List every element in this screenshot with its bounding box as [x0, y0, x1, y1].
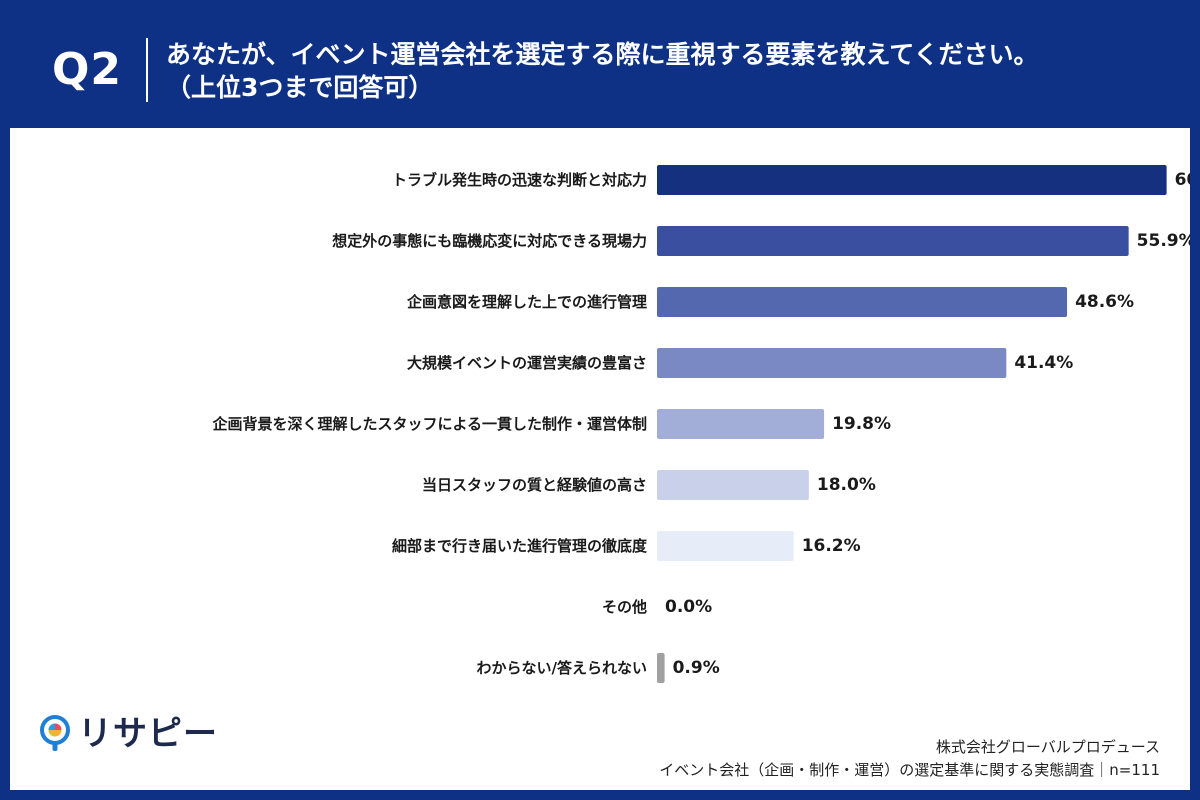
category-label: わからない/答えられない [477, 659, 647, 677]
question-line-1: あなたが、イベント運営会社を選定する際に重視する要素を教えてください。 [166, 40, 1039, 69]
bar [657, 348, 1007, 378]
bar-chart: トラブル発生時の迅速な判断と対応力 60.4% 想定外の事態にも臨機応変に対応できる… [211, 165, 1190, 683]
question-text: あなたが、イベント運営会社を選定する際に重視する要素を教えてください。 （上位3… [166, 38, 1039, 104]
header: Q2 あなたが、イベント運営会社を選定する際に重視する要素を教えてください。 （… [0, 0, 1200, 128]
bar [657, 653, 665, 683]
lightbulb-logo-icon [40, 715, 70, 751]
footer-company: 株式会社グローバルプロデュース [935, 738, 1160, 756]
category-label: 細部まで行き届いた進行管理の徹底度 [392, 537, 648, 555]
value-label: 41.4% [1014, 353, 1073, 373]
footer-survey: イベント会社（企画・制作・運営）の選定基準に関する実態調査｜n=111 [659, 761, 1160, 779]
value-label: 48.6% [1075, 292, 1134, 312]
value-label: 16.2% [802, 536, 861, 556]
bar [657, 165, 1167, 195]
category-label: その他 [602, 598, 647, 616]
header-divider [146, 38, 148, 102]
value-label: 0.0% [665, 597, 712, 617]
chart-card: トラブル発生時の迅速な判断と対応力 60.4% 想定外の事態にも臨機応変に対応できる… [10, 128, 1190, 790]
logo-text: リサピー [78, 714, 218, 754]
category-label: 想定外の事態にも臨機応変に対応できる現場力 [331, 232, 647, 250]
bar [657, 226, 1129, 256]
question-number: Q2 [52, 44, 123, 95]
value-label: 55.9% [1137, 231, 1190, 251]
value-label: 0.9% [673, 658, 720, 678]
footer: 株式会社グローバルプロデュース イベント会社（企画・制作・運営）の選定基準に関す… [659, 736, 1160, 782]
category-label: トラブル発生時の迅速な判断と対応力 [392, 171, 647, 189]
category-label: 企画背景を深く理解したスタッフによる一貫した制作・運営体制 [211, 415, 647, 433]
brand-logo: リサピー [38, 712, 218, 756]
value-label: 60.4% [1175, 170, 1190, 190]
category-label: 当日スタッフの質と経験値の高さ [422, 476, 647, 494]
bar [657, 409, 825, 439]
category-label: 企画意図を理解した上での進行管理 [406, 293, 647, 311]
bar [657, 470, 809, 500]
bar [657, 531, 794, 561]
category-label: 大規模イベントの運営実績の豊富さ [407, 354, 647, 372]
value-label: 19.8% [832, 414, 891, 434]
question-line-2: （上位3つまで回答可） [166, 73, 434, 102]
bar [657, 287, 1068, 317]
value-label: 18.0% [817, 475, 876, 495]
